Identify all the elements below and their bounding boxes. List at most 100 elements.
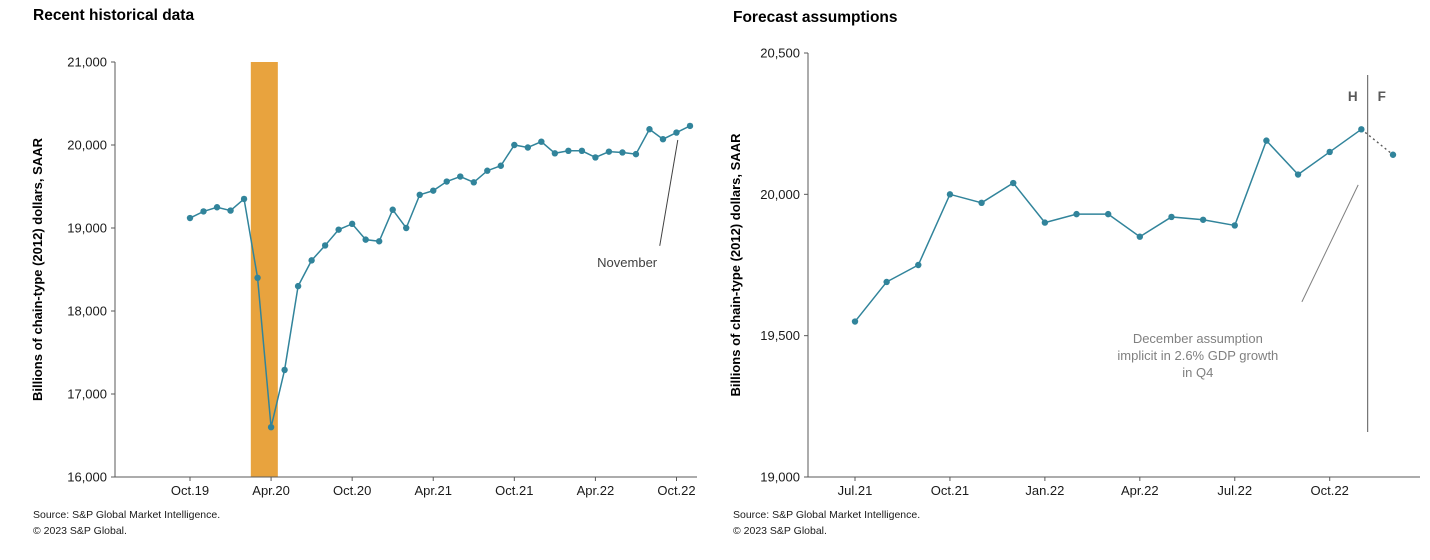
data-point xyxy=(1358,126,1365,133)
annotation-text: November xyxy=(597,255,658,270)
forecast-assumptions-chart: 19,000 19,500 20,000 20,500 Jul.21 Oct.21 Jan.… xyxy=(728,46,1420,498)
y-tick-label: 21,000 xyxy=(67,55,107,70)
data-point xyxy=(321,242,329,249)
copyright-line: © 2023 S&P Global. xyxy=(733,525,827,537)
data-point xyxy=(389,206,396,213)
annotation: December assumption implicit in 2.6% GDP … xyxy=(1117,184,1359,380)
data-point xyxy=(281,366,288,374)
data-point xyxy=(1104,210,1112,218)
axes xyxy=(114,62,697,478)
x-tick-label: Apr.22 xyxy=(1121,483,1159,498)
data-point xyxy=(619,149,626,156)
data-point xyxy=(348,220,356,228)
annotation-text: in Q4 xyxy=(1182,365,1213,380)
forecast-dotted-line xyxy=(1360,128,1394,156)
data-point xyxy=(851,318,859,325)
left-chart-source: Source: S&P Global Market Intelligence. … xyxy=(33,507,220,539)
x-tick-label: Apr.20 xyxy=(252,483,290,498)
data-point xyxy=(186,214,194,222)
data-point xyxy=(946,191,954,198)
data-point xyxy=(578,147,586,155)
y-tick-label: 16,000 xyxy=(67,470,107,485)
data-point xyxy=(294,282,302,290)
data-points xyxy=(851,126,1397,325)
data-point xyxy=(1263,137,1270,144)
data-point xyxy=(484,167,491,174)
data-point xyxy=(200,208,207,215)
data-point xyxy=(362,236,369,243)
data-point xyxy=(978,199,985,207)
data-points xyxy=(186,122,694,431)
data-point xyxy=(565,147,572,155)
data-point xyxy=(227,207,234,214)
right-chart-title: Forecast assumptions xyxy=(733,9,898,26)
data-point xyxy=(632,150,640,158)
data-point xyxy=(403,224,410,232)
y-axis: 16,000 17,000 18,000 19,000 20,000 21,000 xyxy=(67,55,115,485)
data-point xyxy=(416,191,423,198)
x-tick-label: Apr.21 xyxy=(414,483,452,498)
data-point xyxy=(1389,151,1397,158)
annotation-leader-line xyxy=(1301,184,1359,303)
x-tick-label: Oct.22 xyxy=(1311,483,1349,498)
x-tick-label: Oct.20 xyxy=(333,483,371,498)
recession-band xyxy=(250,62,278,477)
y-tick-label: 17,000 xyxy=(67,387,107,402)
y-tick-label: 19,500 xyxy=(760,328,800,343)
data-point xyxy=(1294,171,1302,178)
data-point xyxy=(1073,210,1080,218)
y-axis: 19,000 19,500 20,000 20,500 xyxy=(760,46,808,485)
x-tick-label: Jul.21 xyxy=(838,483,873,498)
y-tick-label: 20,500 xyxy=(760,46,800,61)
data-point xyxy=(335,226,342,233)
annotation-text: December assumption xyxy=(1133,331,1263,346)
data-point xyxy=(1136,233,1144,240)
y-tick-label: 19,000 xyxy=(67,221,107,236)
data-point xyxy=(1326,148,1333,156)
data-point xyxy=(883,278,890,286)
data-point xyxy=(430,187,437,194)
data-point xyxy=(538,138,545,145)
forecast-label: F xyxy=(1378,89,1386,104)
data-point xyxy=(646,126,653,133)
x-tick-label: Oct.21 xyxy=(495,483,533,498)
data-point xyxy=(673,129,680,136)
data-point xyxy=(308,257,315,264)
data-point xyxy=(1199,216,1207,223)
data-point xyxy=(457,173,464,180)
data-point xyxy=(1041,219,1049,226)
x-tick-label: Oct.19 xyxy=(171,483,209,498)
data-point xyxy=(1231,222,1238,229)
data-point xyxy=(686,122,694,130)
source-line: Source: S&P Global Market Intelligence. xyxy=(733,509,921,521)
data-point xyxy=(375,238,383,245)
annotation: November xyxy=(597,139,679,270)
recent-historical-data-chart: 16,000 17,000 18,000 19,000 20,000 21,000 Oct.… xyxy=(30,55,697,498)
x-axis: Oct.19 Apr.20 Oct.20 Apr.21 Oct.21 Apr.22 Oct.… xyxy=(171,477,696,498)
x-tick-label: Apr.22 xyxy=(577,483,615,498)
x-tick-label: Jan.22 xyxy=(1025,483,1064,498)
x-tick-label: Jul.22 xyxy=(1217,483,1252,498)
source-line: Source: S&P Global Market Intelligence. xyxy=(33,509,221,521)
data-point xyxy=(213,204,221,211)
data-point xyxy=(659,135,667,143)
data-point xyxy=(592,154,599,161)
data-point xyxy=(511,141,518,149)
right-chart-source: Source: S&P Global Market Intelligence. … xyxy=(733,507,920,539)
data-line xyxy=(854,128,1362,323)
y-tick-label: 20,000 xyxy=(760,187,800,202)
y-tick-label: 19,000 xyxy=(760,470,800,485)
history-label: H xyxy=(1348,89,1358,104)
data-point xyxy=(524,144,532,151)
data-point xyxy=(915,261,922,269)
data-point xyxy=(443,178,450,185)
data-point xyxy=(240,195,248,203)
data-point xyxy=(1168,213,1175,221)
y-axis-title: Billions of chain-type (2012) dollars, S… xyxy=(728,133,743,397)
data-point xyxy=(1010,179,1017,187)
data-point xyxy=(267,424,275,431)
y-tick-label: 20,000 xyxy=(67,138,107,153)
axes xyxy=(807,53,1420,478)
annotation-leader-line xyxy=(659,139,679,246)
